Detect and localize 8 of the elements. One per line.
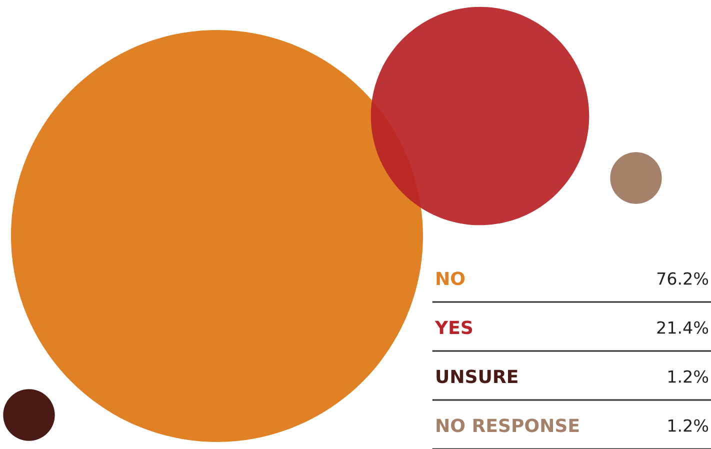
category-label: NO RESPONSE [436, 418, 579, 432]
data-label: 21.4% [657, 321, 708, 334]
data-label: 1.2% [668, 419, 708, 432]
category-label: YES [434, 320, 472, 334]
data-label: 76.2% [657, 272, 708, 285]
data-label: 1.2% [668, 370, 708, 383]
category-label: NO [436, 272, 465, 286]
category-label: UNSURE [436, 370, 518, 384]
